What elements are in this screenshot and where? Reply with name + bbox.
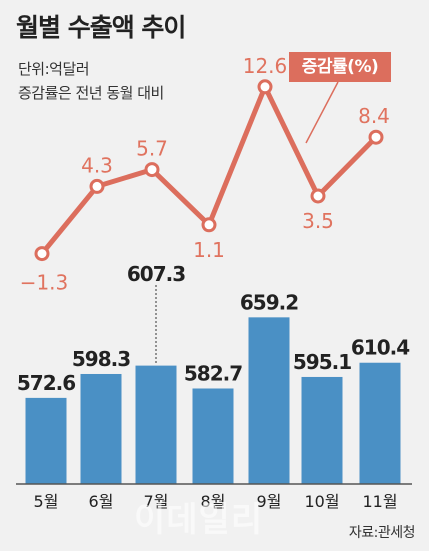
watermark: 이데일리 (134, 500, 264, 540)
bar-9월 (248, 317, 290, 484)
growth-point (144, 162, 160, 178)
bar-value-label: 607.3 (127, 262, 185, 286)
bar-11월 (359, 362, 401, 484)
bar-value-label: 598.3 (72, 347, 130, 371)
source-label: 자료:관세청 (348, 525, 416, 541)
bar-7월 (135, 365, 177, 484)
growth-point (89, 178, 105, 194)
x-tick-label: 5월 (34, 492, 59, 511)
growth-point (368, 129, 384, 145)
growth-point (201, 217, 217, 233)
bar-6월 (80, 373, 122, 484)
x-axis: 5월 6월 7월 8월 9월 10월 11월 (16, 483, 412, 511)
growth-value-label: −1.3 (20, 271, 69, 295)
x-tick-label: 11월 (362, 492, 397, 511)
bar-10월 (301, 376, 343, 484)
unit-label: 단위:억달러 (18, 60, 90, 78)
x-tick-label: 8월 (201, 492, 226, 511)
legend-connector (305, 81, 339, 144)
growth-value-label: 12.6 (243, 54, 288, 78)
bar-5월 (25, 397, 67, 484)
growth-point (257, 79, 273, 95)
chart-title: 월별 수출액 추이 (16, 13, 186, 42)
bar-8월 (192, 388, 234, 484)
bar-value-label: 582.7 (184, 361, 242, 385)
x-tick-label: 10월 (304, 492, 339, 511)
bar-value-label: 659.2 (240, 290, 298, 314)
bar-value-label: 610.4 (351, 336, 409, 360)
growth-legend-badge: 증감률(%) (289, 52, 391, 82)
growth-value-label: 3.5 (302, 209, 334, 233)
x-tick-label: 7월 (144, 492, 169, 511)
growth-value-label: 8.4 (358, 104, 390, 128)
growth-basis-label: 증감률은 전년 동월 대비 (18, 84, 164, 102)
bar-value-label: 595.1 (293, 350, 351, 374)
growth-value-label: 5.7 (136, 137, 168, 161)
growth-line-series: −1.3 4.3 5.7 1.1 12.6 3.5 8.4 (20, 54, 390, 295)
growth-point (310, 188, 326, 204)
growth-point (34, 246, 50, 262)
x-tick-label: 9월 (257, 492, 282, 511)
bar-value-label: 572.6 (17, 371, 75, 395)
growth-value-label: 4.3 (81, 153, 113, 177)
growth-value-label: 1.1 (193, 238, 225, 262)
x-tick-label: 6월 (89, 492, 114, 511)
